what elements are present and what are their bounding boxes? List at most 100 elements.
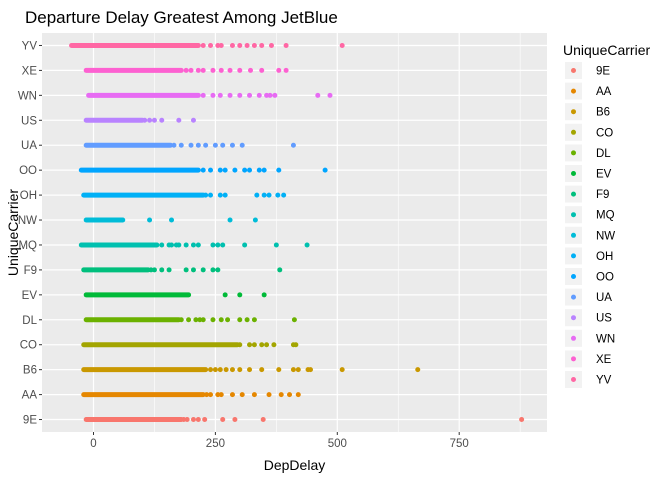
- point-wn: [247, 92, 253, 98]
- legend-label: XE: [596, 354, 612, 366]
- point-oh: [254, 192, 260, 198]
- point-oo: [242, 167, 248, 173]
- y-tick-label: 9E: [23, 415, 37, 427]
- point-f9: [200, 267, 206, 273]
- point-ua: [178, 142, 184, 148]
- point-us: [147, 117, 153, 123]
- point-yv: [237, 42, 243, 48]
- legend-key-us: [571, 315, 576, 321]
- point-b6: [237, 367, 243, 373]
- point-ev: [237, 292, 243, 298]
- point-dl: [244, 317, 250, 323]
- point-b6: [276, 367, 282, 373]
- y-tick-label: B6: [23, 365, 37, 377]
- point-b6: [247, 367, 253, 373]
- point-mq: [220, 242, 226, 248]
- legend-key-aa: [571, 88, 576, 94]
- point-ev: [222, 292, 228, 298]
- point-aa: [266, 392, 272, 398]
- point-f9: [215, 267, 221, 273]
- point-ua: [188, 142, 194, 148]
- point-oh: [266, 192, 272, 198]
- y-tick-label: AA: [22, 390, 38, 402]
- x-tick-label: 500: [328, 438, 347, 450]
- legend-key-ev: [571, 171, 576, 176]
- point-oh: [275, 192, 281, 198]
- point-nw: [147, 217, 153, 223]
- legend-key-9e: [571, 68, 576, 73]
- point-wn: [227, 92, 233, 98]
- point-oo: [322, 167, 328, 173]
- point-xe: [259, 67, 265, 73]
- legend-label: B6: [596, 107, 610, 119]
- point-9e: [202, 417, 208, 423]
- point-yv: [200, 42, 206, 48]
- x-tick-label: 750: [450, 438, 469, 450]
- point-oh: [281, 192, 287, 198]
- point-us: [159, 117, 165, 123]
- point-mq: [190, 242, 196, 248]
- point-yv: [283, 42, 289, 48]
- point-oo: [247, 167, 253, 173]
- point-yv: [259, 42, 265, 48]
- point-aa: [278, 392, 284, 398]
- point-xe: [248, 67, 254, 73]
- point-mq: [242, 242, 248, 248]
- point-xe: [276, 67, 282, 73]
- point-mq: [159, 242, 165, 248]
- point-b6: [290, 367, 296, 373]
- point-9e: [260, 417, 266, 423]
- x-tick-label: 250: [206, 438, 225, 450]
- point-xe: [183, 67, 189, 73]
- point-ua: [290, 142, 296, 148]
- x-tick-label: 0: [90, 438, 96, 450]
- point-ev: [261, 292, 267, 298]
- point-oh: [203, 192, 209, 198]
- y-tick-label: UA: [21, 140, 37, 152]
- point-mq: [183, 242, 189, 248]
- point-aa: [208, 392, 214, 398]
- point-f9: [159, 267, 165, 273]
- point-oo: [232, 167, 238, 173]
- point-nw: [169, 217, 175, 223]
- y-tick-label: NW: [18, 215, 37, 227]
- legend-label: WN: [596, 333, 615, 345]
- point-nw: [227, 217, 233, 223]
- point-aa: [251, 392, 257, 398]
- point-oh: [222, 192, 228, 198]
- point-oh: [261, 192, 267, 198]
- x-axis: 0 250 500 750: [90, 432, 469, 450]
- point-ua: [229, 142, 235, 148]
- legend-key-f9: [571, 191, 576, 197]
- point-co: [247, 342, 253, 348]
- point-mq: [215, 242, 221, 248]
- point-oo: [256, 167, 262, 173]
- point-ua: [212, 142, 218, 148]
- point-b6: [229, 367, 235, 373]
- point-oo: [200, 167, 206, 173]
- point-ua: [203, 142, 209, 148]
- point-wn: [237, 92, 243, 98]
- y-tick-label: F9: [24, 265, 37, 277]
- y-tick-label: MQ: [18, 240, 37, 252]
- point-f9: [210, 267, 216, 273]
- legend-label: US: [596, 313, 612, 325]
- point-oh: [208, 192, 214, 198]
- point-b6: [223, 367, 229, 373]
- point-dl: [291, 317, 297, 323]
- y-tick-label: WN: [18, 90, 37, 102]
- point-b6: [307, 367, 313, 373]
- point-wn: [327, 92, 333, 98]
- point-oo: [208, 167, 214, 173]
- point-f9: [190, 267, 196, 273]
- point-us: [142, 117, 148, 123]
- point-xe: [195, 67, 201, 73]
- point-9e: [184, 417, 190, 423]
- point-xe: [218, 67, 224, 73]
- point-mq: [210, 242, 216, 248]
- point-mq: [195, 242, 201, 248]
- point-oo: [217, 167, 223, 173]
- point-yv: [208, 42, 214, 48]
- point-dl: [218, 317, 224, 323]
- point-9e: [220, 417, 226, 423]
